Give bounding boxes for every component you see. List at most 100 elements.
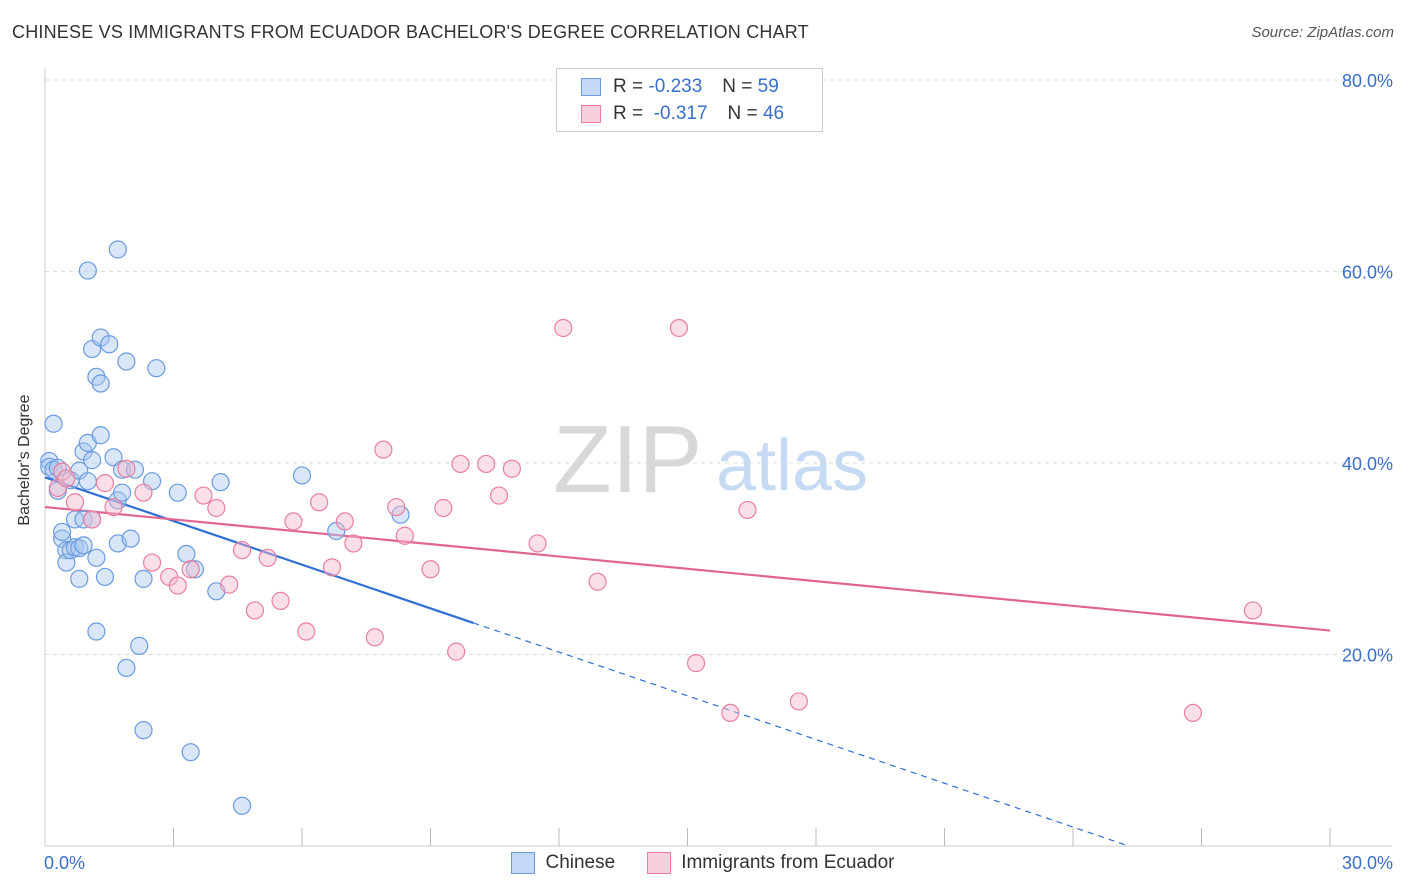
- ecuador-point: [258, 548, 277, 567]
- source-label: Source: ZipAtlas.com: [1251, 24, 1394, 41]
- watermark-zip: ZIP: [553, 406, 702, 513]
- chinese-point: [104, 448, 123, 467]
- ecuador-point: [374, 440, 393, 459]
- legend-r-value: -0.317: [653, 103, 708, 124]
- chinese-point: [147, 359, 166, 378]
- legend-n-value: 59: [757, 76, 779, 97]
- legend-item-label: Immigrants from Ecuador: [681, 852, 895, 873]
- grid-lines: [45, 79, 1392, 655]
- chinese-point: [87, 548, 106, 567]
- chinese-point: [95, 567, 115, 587]
- x-tick-label: 30.0%: [1342, 853, 1393, 873]
- y-tick-label: 60.0%: [1342, 263, 1393, 283]
- chinese-point: [53, 522, 72, 542]
- ecuador-point: [1243, 601, 1263, 620]
- stats-legend: R = -0.233 N = 59 R = -0.317 N = 46: [556, 68, 823, 132]
- chinese-point: [130, 636, 149, 655]
- ecuador-point: [65, 493, 85, 512]
- chinese-point: [134, 721, 153, 740]
- y-tick-label: 80.0%: [1342, 71, 1393, 91]
- chinese-point: [44, 414, 63, 433]
- ecuador-point: [669, 318, 689, 338]
- y-tick-label: 20.0%: [1342, 646, 1393, 666]
- legend-row-ecuador: R = -0.317 N = 46: [581, 102, 784, 126]
- ecuador-point: [142, 553, 162, 572]
- ecuador-point: [502, 459, 521, 478]
- ecuador-point: [477, 454, 496, 474]
- ecuador-point: [365, 628, 384, 647]
- chinese-point: [108, 240, 127, 259]
- chinese-point: [112, 483, 132, 502]
- data-points: [40, 240, 1263, 815]
- y-tick-label: 40.0%: [1342, 454, 1393, 474]
- chinese-point: [177, 544, 196, 564]
- ecuador-point: [447, 642, 466, 661]
- chinese-point: [100, 335, 119, 354]
- chinese-point: [134, 569, 153, 588]
- ecuador-point: [686, 654, 706, 673]
- legend-item-chinese: Chinese: [511, 852, 615, 874]
- axes: [44, 68, 1392, 847]
- legend-item-ecuador: Immigrants from Ecuador: [647, 852, 895, 874]
- chinese-swatch: [581, 78, 601, 96]
- ecuador-point: [104, 497, 123, 517]
- ecuador-point: [554, 318, 573, 338]
- ecuador-point: [117, 459, 136, 478]
- legend-r-label: R =: [613, 76, 644, 97]
- chinese-point: [70, 569, 89, 588]
- legend-n-label: N =: [722, 76, 753, 97]
- series-legend: Chinese Immigrants from Ecuador: [0, 852, 1406, 874]
- legend-item-label: Chinese: [545, 852, 616, 873]
- ecuador-point: [387, 497, 406, 517]
- chinese-point: [181, 743, 200, 762]
- ecuador-point: [528, 534, 547, 553]
- ecuador-point: [232, 541, 252, 560]
- chinese-point: [87, 622, 106, 641]
- chinese-trend-extension: [473, 622, 1129, 847]
- ecuador-point: [451, 454, 470, 474]
- ecuador-point: [57, 469, 76, 488]
- ecuador-point: [134, 483, 153, 502]
- ecuador-point: [83, 510, 102, 529]
- legend-n-label: N =: [727, 103, 758, 124]
- ecuador-trend-line: [44, 505, 1331, 632]
- chinese-point: [292, 466, 312, 485]
- chinese-point: [117, 352, 136, 371]
- ecuador-point: [297, 622, 316, 641]
- legend-r-value: -0.233: [648, 76, 703, 97]
- ecuador-point: [220, 575, 239, 594]
- ecuador-point: [310, 493, 329, 512]
- ecuador-point: [721, 703, 740, 723]
- ecuador-point: [421, 560, 440, 579]
- ecuador-point: [489, 486, 509, 505]
- tick-labels: 20.0% 40.0% 60.0% 80.0% 0.0% 30.0%: [44, 71, 1393, 873]
- chinese-point: [211, 473, 230, 492]
- chinese-legend-swatch: [511, 852, 536, 874]
- ecuador-point: [271, 591, 290, 610]
- ecuador-point: [335, 512, 354, 531]
- watermark: ZIP atlas: [553, 406, 868, 513]
- trend-lines: [44, 476, 1331, 847]
- chinese-point: [91, 426, 110, 445]
- ecuador-point: [1183, 703, 1203, 723]
- chinese-point: [121, 529, 140, 548]
- ecuador-point: [322, 558, 342, 577]
- chinese-point: [232, 796, 252, 815]
- ecuador-point: [395, 526, 414, 545]
- x-tick-label: 0.0%: [44, 853, 85, 873]
- legend-r-label: R =: [613, 103, 644, 124]
- ecuador-point: [168, 576, 187, 595]
- ecuador-point: [588, 572, 607, 591]
- chinese-trend-line: [44, 476, 474, 624]
- ecuador-legend-swatch: [647, 852, 672, 874]
- chinese-point: [117, 658, 136, 678]
- legend-row-chinese: R = -0.233 N = 59: [581, 75, 779, 99]
- ecuador-point: [207, 498, 226, 518]
- ecuador-point: [344, 534, 363, 553]
- chart-title: CHINESE VS IMMIGRANTS FROM ECUADOR BACHE…: [12, 22, 809, 42]
- ecuador-point: [194, 486, 213, 505]
- ecuador-swatch: [581, 105, 601, 123]
- chinese-point: [91, 374, 110, 393]
- ecuador-point: [284, 512, 303, 531]
